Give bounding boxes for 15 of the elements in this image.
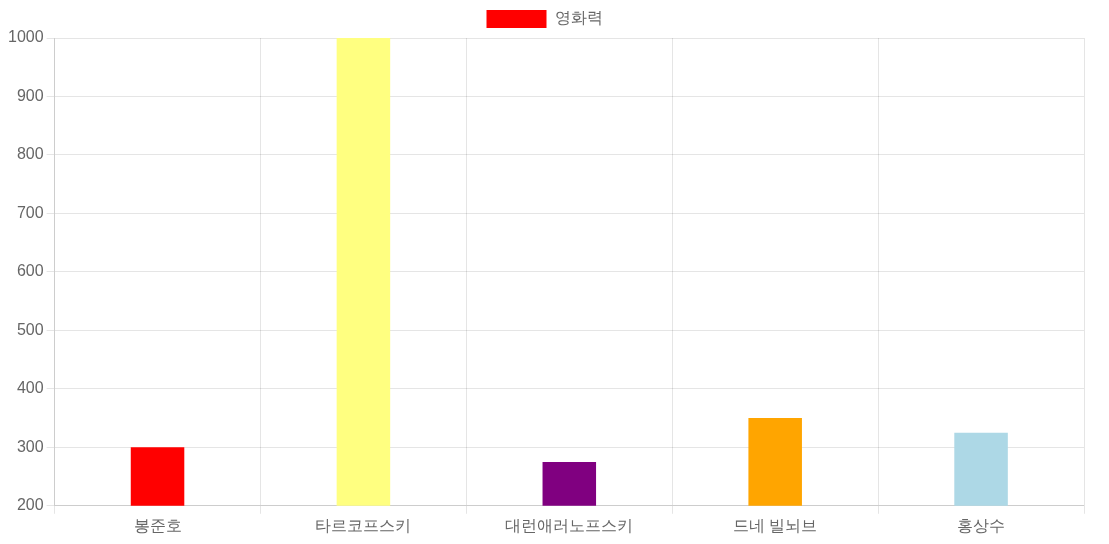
y-tick-label: 1000 — [8, 28, 44, 46]
x-tick-label: 봉준호 — [133, 516, 182, 534]
x-tick-label: 드네 빌뇌브 — [732, 516, 818, 534]
y-tick-label: 700 — [16, 203, 44, 221]
y-tick-label: 400 — [16, 379, 44, 397]
y-tick-label: 600 — [16, 262, 44, 280]
x-tick-label: 대런애러노프스키 — [505, 516, 634, 534]
y-tick-label: 300 — [16, 437, 44, 455]
legend-label: 영화력 — [554, 9, 603, 27]
y-tick-label: 900 — [16, 86, 44, 104]
x-tick-label: 홍상수 — [957, 516, 1006, 534]
y-tick-label: 800 — [16, 145, 44, 163]
y-tick-label: 200 — [16, 496, 44, 514]
y-tick-label: 500 — [16, 320, 44, 338]
x-tick-label: 타르코프스키 — [315, 516, 412, 534]
